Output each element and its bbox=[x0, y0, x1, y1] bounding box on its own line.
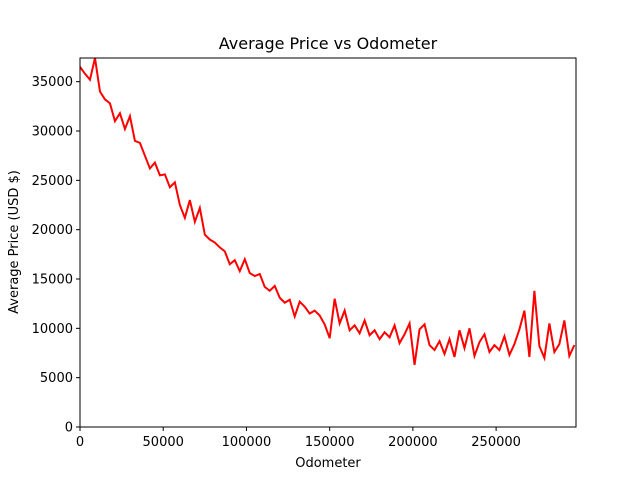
y-tick-label: 30000 bbox=[32, 125, 73, 140]
x-tick-label: 0 bbox=[76, 435, 84, 450]
y-tick-label: 0 bbox=[65, 421, 73, 436]
y-tick-label: 5000 bbox=[40, 371, 73, 386]
y-tick-label: 25000 bbox=[32, 174, 73, 189]
x-tick-label: 50000 bbox=[143, 435, 184, 450]
line bbox=[80, 58, 576, 365]
y-tick-label: 10000 bbox=[32, 322, 73, 337]
y-axis-label: Average Price (USD $) bbox=[7, 170, 22, 314]
x-tick-label: 200000 bbox=[388, 435, 438, 450]
chart-title: Average Price vs Odometer bbox=[219, 34, 438, 53]
plot-frame bbox=[79, 57, 577, 428]
x-tick-label: 150000 bbox=[305, 435, 355, 450]
y-tick-label: 15000 bbox=[32, 273, 73, 288]
y-tick-label: 35000 bbox=[32, 75, 73, 90]
x-tick-label: 250000 bbox=[471, 435, 521, 450]
y-tick-label: 20000 bbox=[32, 223, 73, 238]
x-tick-label: 100000 bbox=[222, 435, 272, 450]
x-axis-label: Odometer bbox=[295, 456, 361, 471]
